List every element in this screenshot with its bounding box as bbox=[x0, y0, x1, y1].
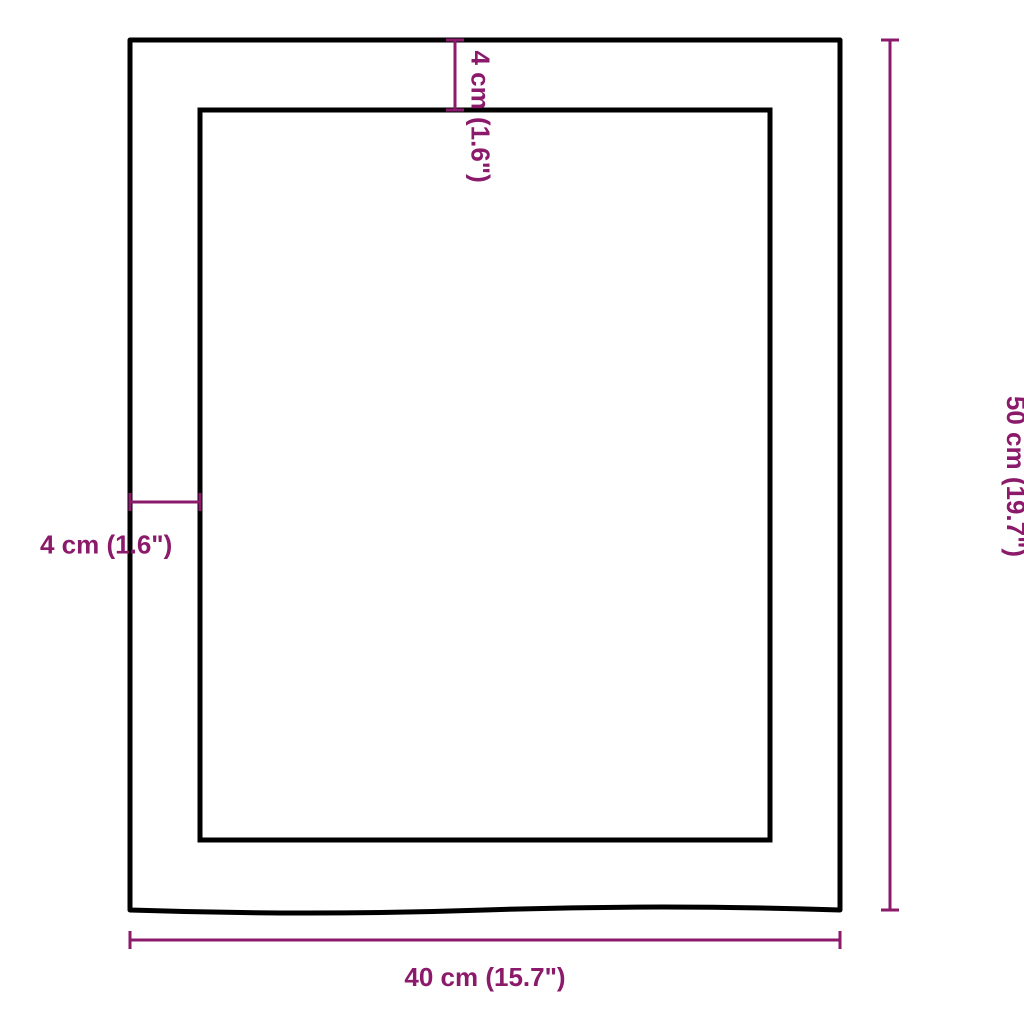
diagram-svg bbox=[0, 0, 1024, 1024]
dimension-diagram: 40 cm (15.7") 50 cm (19.7") 4 cm (1.6") … bbox=[0, 0, 1024, 1024]
top-inset-dimension-label: 4 cm (1.6") bbox=[465, 51, 496, 183]
height-dimension-label: 50 cm (19.7") bbox=[1000, 396, 1024, 557]
left-inset-dimension-label: 4 cm (1.6") bbox=[40, 530, 172, 561]
width-dimension-label: 40 cm (15.7") bbox=[404, 962, 565, 993]
